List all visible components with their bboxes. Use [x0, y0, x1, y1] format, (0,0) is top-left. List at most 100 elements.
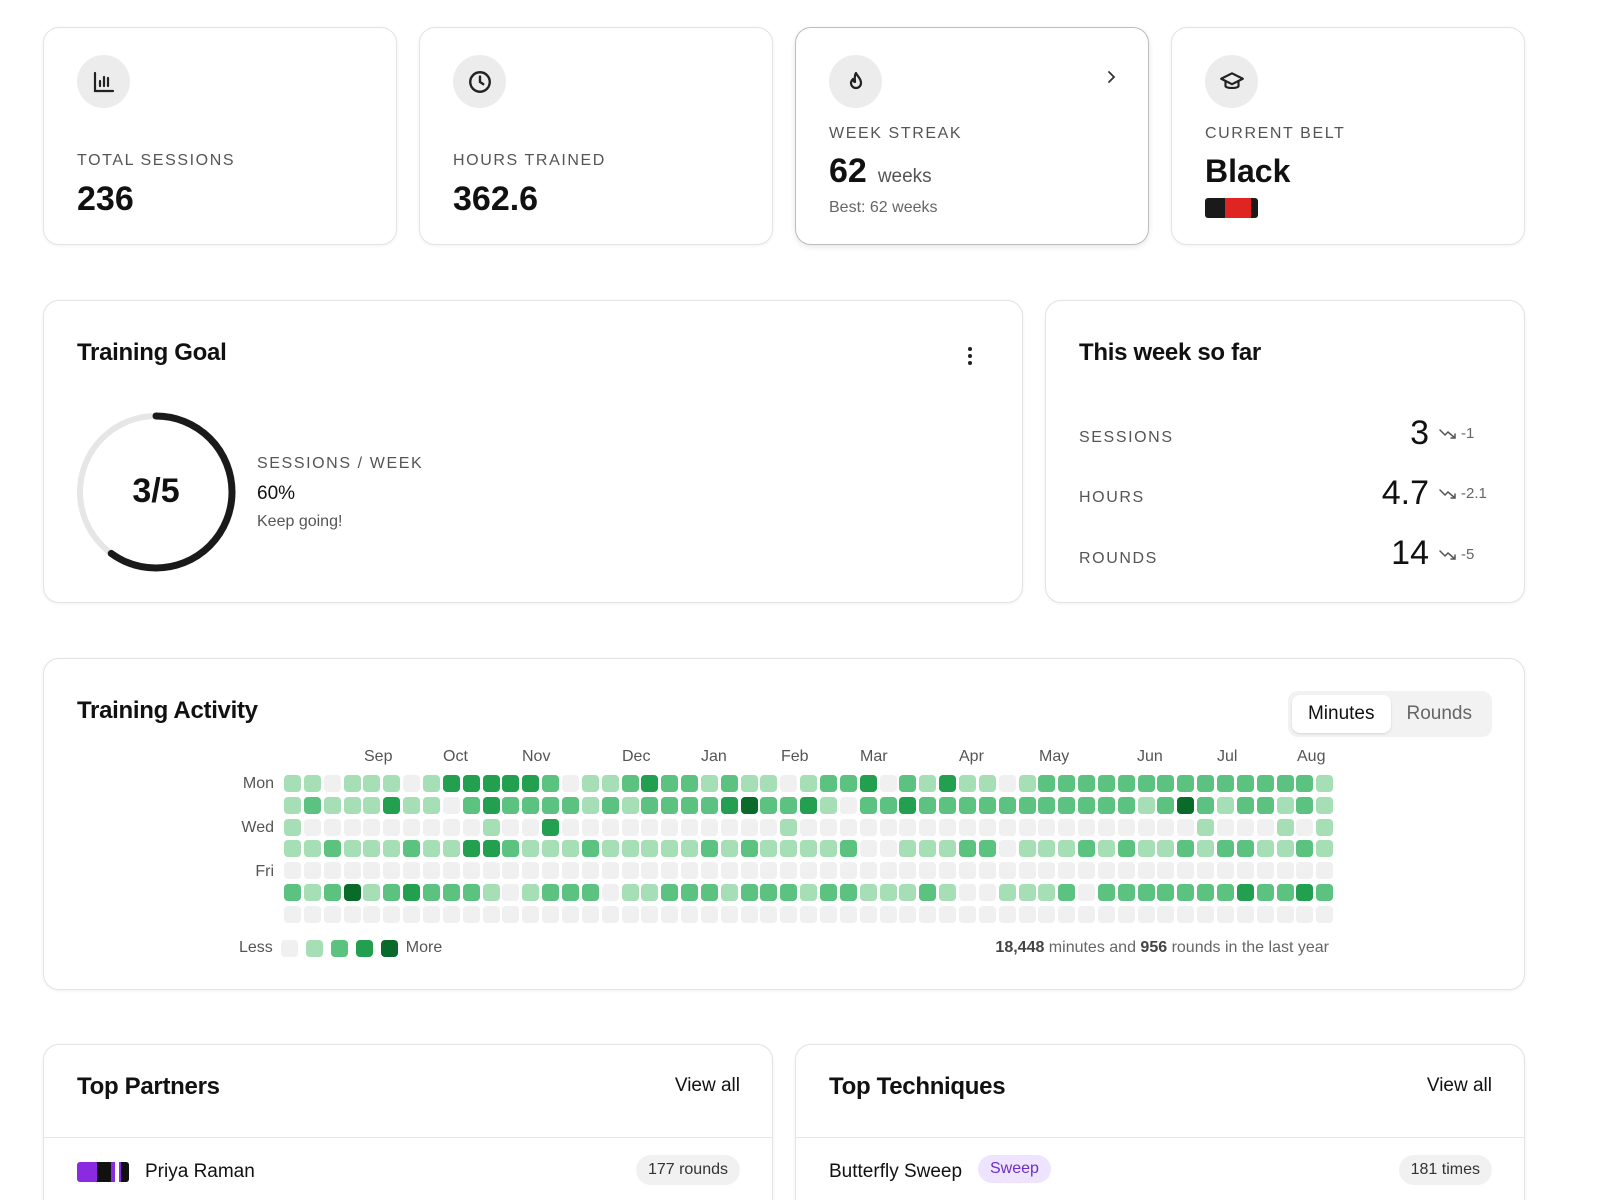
heatmap-cell[interactable] [1157, 884, 1175, 901]
heatmap-cell[interactable] [1097, 840, 1115, 858]
heatmap-cell[interactable] [740, 775, 758, 792]
heatmap-cell[interactable] [601, 862, 619, 880]
heatmap-cell[interactable] [899, 840, 917, 858]
heatmap-cell[interactable] [601, 840, 619, 858]
heatmap-cell[interactable] [700, 884, 718, 901]
heatmap-cell[interactable] [482, 775, 500, 792]
heatmap-cell[interactable] [978, 840, 996, 858]
heatmap-cell[interactable] [561, 884, 579, 901]
heatmap-cell[interactable] [284, 840, 301, 858]
heatmap-cell[interactable] [581, 884, 599, 901]
heatmap-cell[interactable] [899, 818, 917, 836]
heatmap-cell[interactable] [1058, 884, 1076, 901]
heatmap-cell[interactable] [502, 905, 520, 923]
heatmap-cell[interactable] [760, 884, 778, 901]
heatmap-cell[interactable] [700, 840, 718, 858]
heatmap-cell[interactable] [780, 818, 798, 836]
heatmap-cell[interactable] [621, 818, 639, 836]
heatmap-cell[interactable] [978, 796, 996, 814]
heatmap-cell[interactable] [1117, 775, 1135, 792]
heatmap-cell[interactable] [760, 775, 778, 792]
heatmap-cell[interactable] [1296, 796, 1314, 814]
heatmap-cell[interactable] [1018, 862, 1036, 880]
heatmap-cell[interactable] [839, 884, 857, 901]
heatmap-cell[interactable] [839, 840, 857, 858]
heatmap-cell[interactable] [859, 796, 877, 814]
heatmap-cell[interactable] [1078, 840, 1095, 858]
heatmap-cell[interactable] [700, 905, 718, 923]
heatmap-cell[interactable] [1217, 796, 1234, 814]
heatmap-cell[interactable] [740, 884, 758, 901]
heatmap-cell[interactable] [641, 905, 659, 923]
heatmap-cell[interactable] [621, 862, 639, 880]
heatmap-cell[interactable] [720, 796, 738, 814]
heatmap-cell[interactable] [542, 796, 560, 814]
heatmap-cell[interactable] [1217, 775, 1234, 792]
heatmap-cell[interactable] [442, 840, 460, 858]
heatmap-cell[interactable] [1117, 840, 1135, 858]
heatmap-cell[interactable] [919, 775, 937, 792]
heatmap-cell[interactable] [284, 884, 301, 901]
heatmap-cell[interactable] [681, 862, 698, 880]
heatmap-cell[interactable] [740, 862, 758, 880]
heatmap-cell[interactable] [442, 775, 460, 792]
heatmap-cell[interactable] [879, 775, 897, 792]
heatmap-cell[interactable] [859, 775, 877, 792]
heatmap-cell[interactable] [542, 775, 560, 792]
heatmap-cell[interactable] [601, 775, 619, 792]
heatmap-cell[interactable] [323, 775, 341, 792]
heatmap-cell[interactable] [1058, 840, 1076, 858]
heatmap-cell[interactable] [522, 905, 540, 923]
heatmap-cell[interactable] [1058, 905, 1076, 923]
heatmap-cell[interactable] [1018, 884, 1036, 901]
heatmap-cell[interactable] [899, 905, 917, 923]
chevron-right-icon[interactable] [1104, 70, 1118, 89]
heatmap-cell[interactable] [502, 840, 520, 858]
heatmap-cell[interactable] [800, 840, 818, 858]
heatmap-cell[interactable] [820, 796, 837, 814]
heatmap-cell[interactable] [482, 796, 500, 814]
heatmap-cell[interactable] [958, 818, 976, 836]
heatmap-cell[interactable] [482, 818, 500, 836]
heatmap-cell[interactable] [879, 905, 897, 923]
heatmap-cell[interactable] [1157, 775, 1175, 792]
heatmap-cell[interactable] [403, 905, 421, 923]
heatmap-cell[interactable] [780, 884, 798, 901]
heatmap-cell[interactable] [859, 862, 877, 880]
heatmap-cell[interactable] [939, 818, 957, 836]
heatmap-cell[interactable] [442, 818, 460, 836]
heatmap-cell[interactable] [998, 862, 1016, 880]
heatmap-cell[interactable] [839, 818, 857, 836]
heatmap-cell[interactable] [879, 884, 897, 901]
heatmap-cell[interactable] [1236, 796, 1254, 814]
heatmap-cell[interactable] [1038, 905, 1056, 923]
heatmap-cell[interactable] [462, 818, 480, 836]
heatmap-cell[interactable] [760, 905, 778, 923]
heatmap-cell[interactable] [661, 840, 679, 858]
heatmap-cell[interactable] [1296, 884, 1314, 901]
heatmap-cell[interactable] [1316, 840, 1334, 858]
heatmap-cell[interactable] [1276, 884, 1294, 901]
heatmap-cell[interactable] [284, 818, 301, 836]
heatmap-cell[interactable] [859, 905, 877, 923]
heatmap-cell[interactable] [978, 818, 996, 836]
heatmap-cell[interactable] [303, 818, 321, 836]
heatmap-cell[interactable] [284, 905, 301, 923]
heatmap-cell[interactable] [879, 862, 897, 880]
heatmap-cell[interactable] [780, 796, 798, 814]
heatmap-cell[interactable] [1316, 796, 1334, 814]
heatmap-cell[interactable] [442, 862, 460, 880]
heatmap-cell[interactable] [1177, 862, 1195, 880]
heatmap-cell[interactable] [1018, 905, 1036, 923]
heatmap-cell[interactable] [1038, 884, 1056, 901]
heatmap-cell[interactable] [800, 862, 818, 880]
heatmap-cell[interactable] [1038, 862, 1056, 880]
heatmap-cell[interactable] [581, 775, 599, 792]
heatmap-cell[interactable] [502, 775, 520, 792]
heatmap-cell[interactable] [303, 775, 321, 792]
heatmap-cell[interactable] [581, 840, 599, 858]
heatmap-cell[interactable] [780, 862, 798, 880]
toggle-rounds[interactable]: Rounds [1406, 703, 1473, 724]
heatmap-cell[interactable] [502, 884, 520, 901]
heatmap-cell[interactable] [1256, 862, 1274, 880]
